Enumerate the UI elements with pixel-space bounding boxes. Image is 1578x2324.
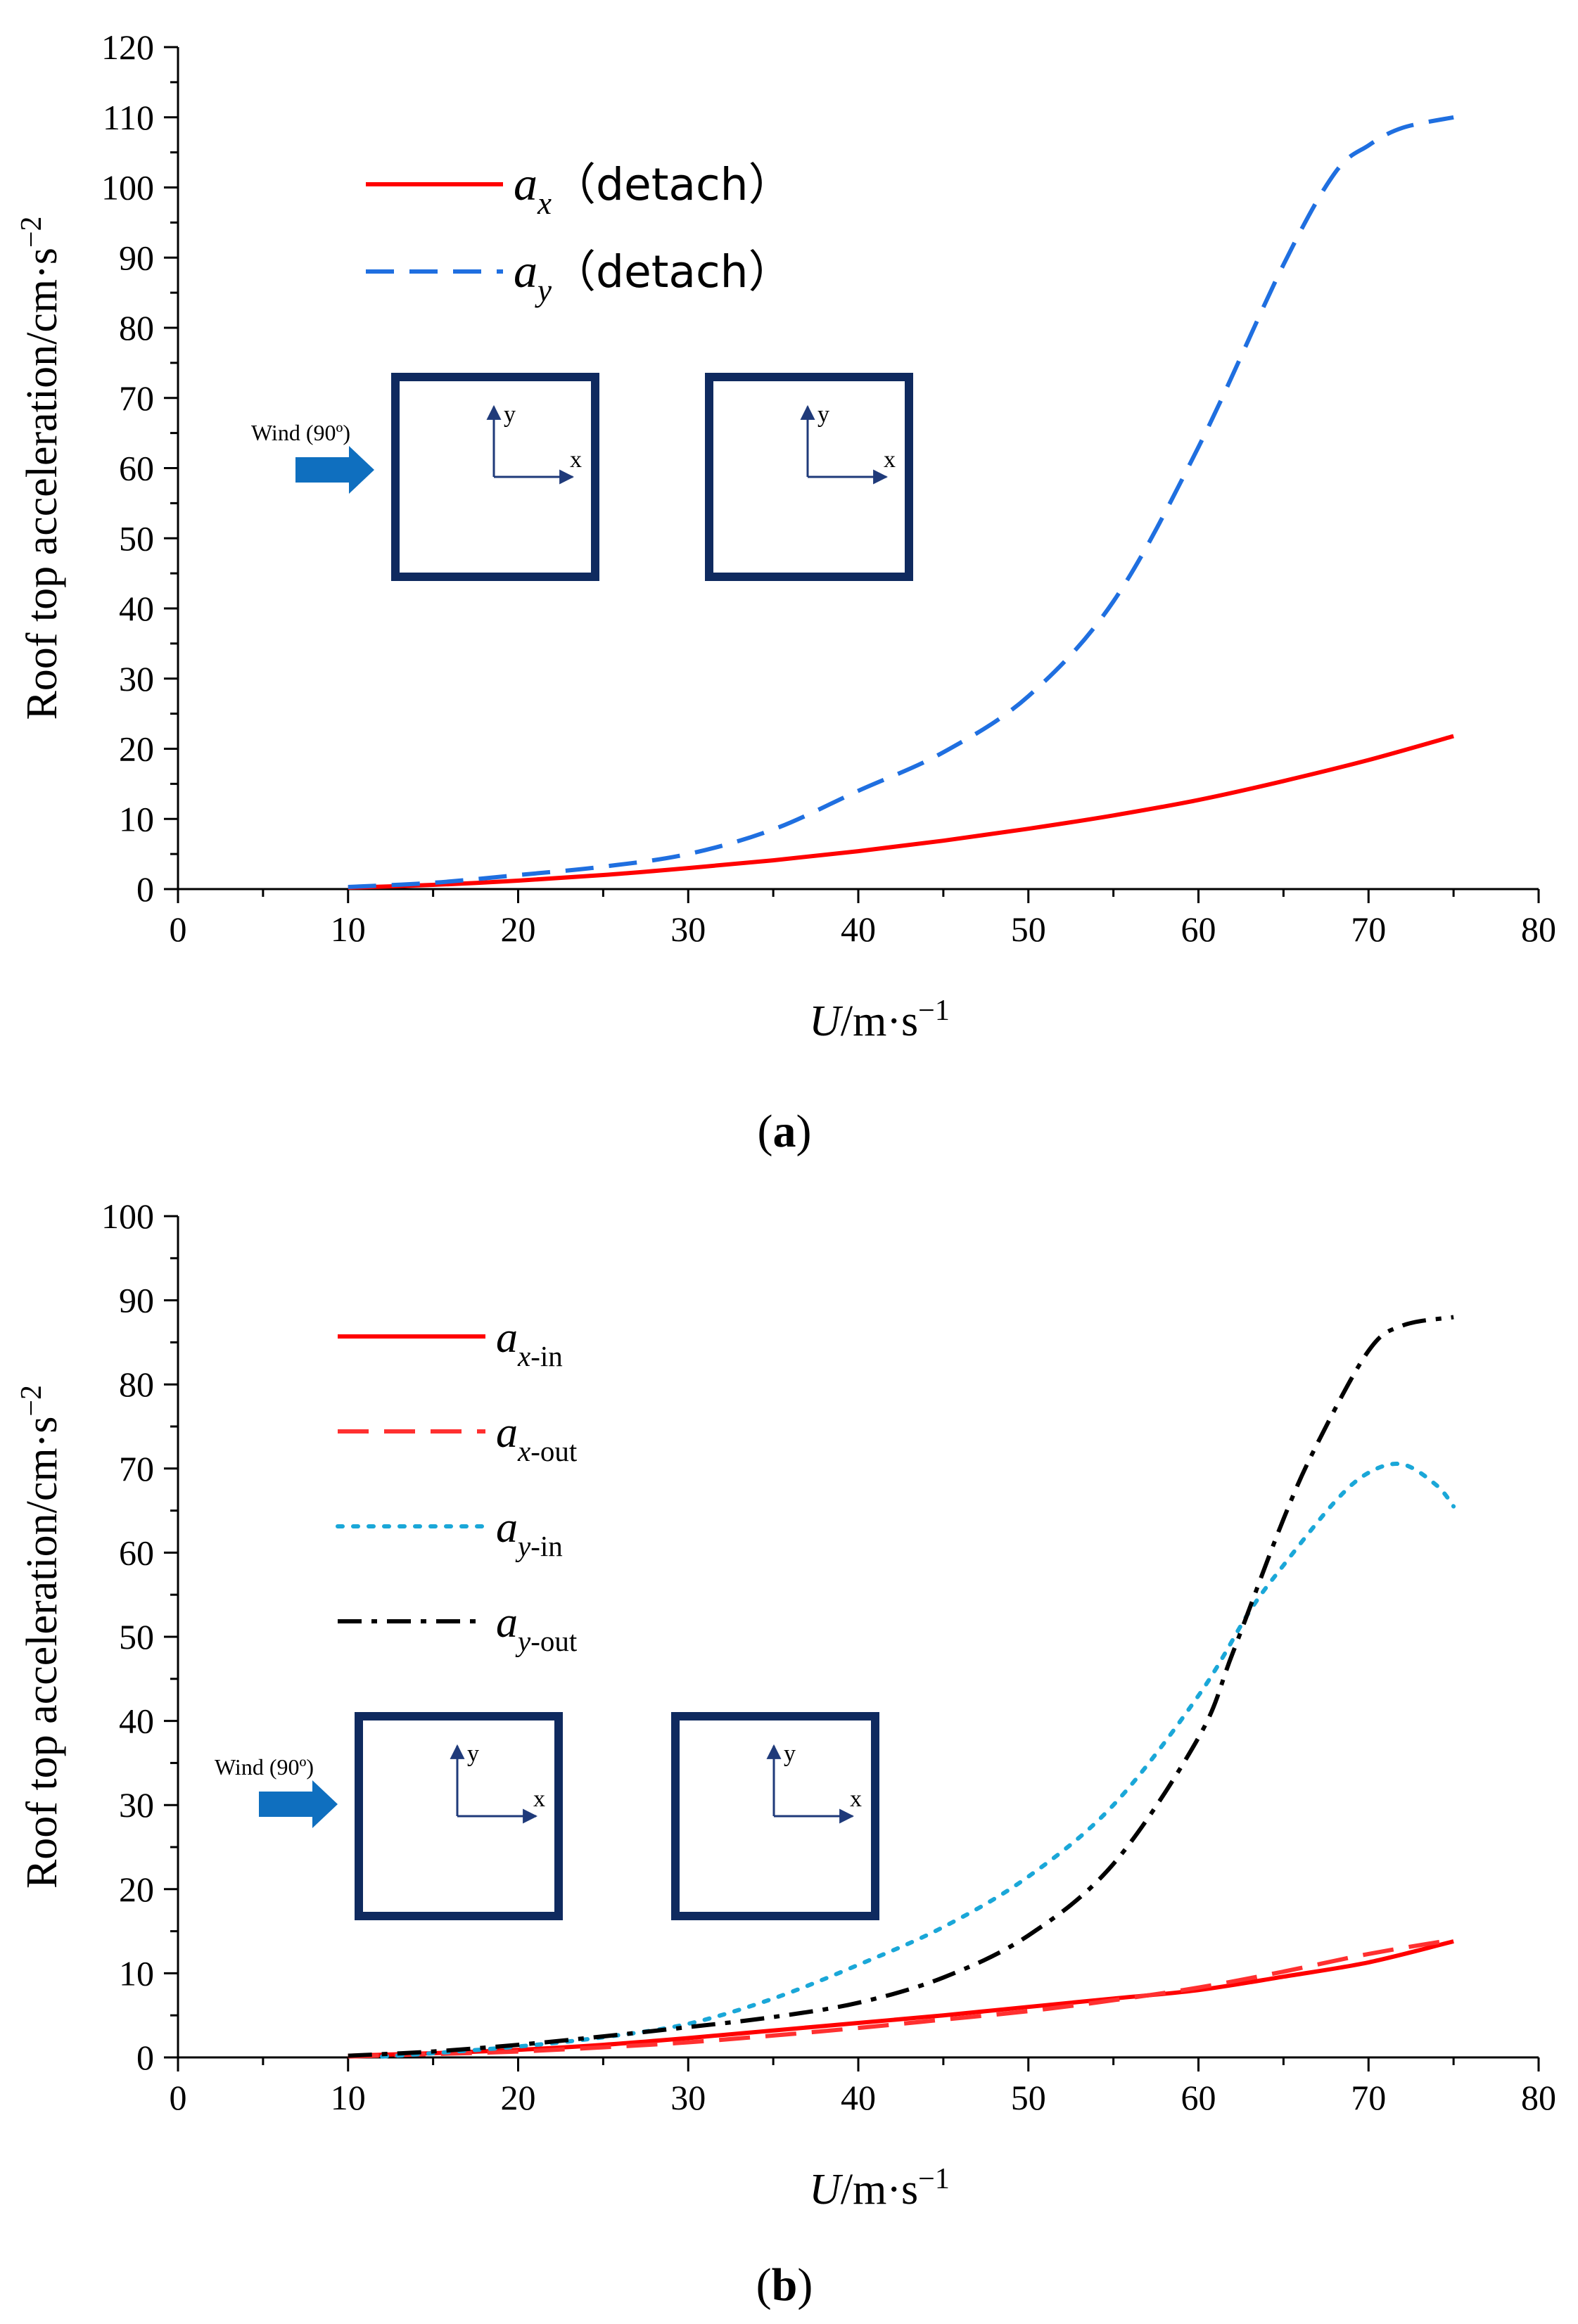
series-line-x-in bbox=[348, 1939, 1454, 2058]
y-tick-label: 70 bbox=[119, 1449, 154, 1488]
inset-axis-y-label: y bbox=[504, 402, 516, 428]
inset-axis-y-label: y bbox=[784, 1741, 796, 1767]
y-tick-label: 120 bbox=[101, 27, 154, 67]
y-tick-label: 60 bbox=[119, 449, 154, 488]
y-tick-label: 30 bbox=[119, 659, 154, 698]
inset-axis-y-label: y bbox=[467, 1741, 479, 1767]
legend-label: ax-in bbox=[496, 1314, 563, 1372]
legend-label: ay-out bbox=[496, 1599, 578, 1657]
x-axis-label: U/m·s−1 bbox=[809, 995, 950, 1045]
y-tick-label: 10 bbox=[119, 1953, 154, 1993]
series-line-y-out bbox=[348, 1315, 1454, 2058]
series-line-y-in bbox=[380, 1462, 1456, 2059]
inset-axis-x-label: x bbox=[533, 1786, 545, 1812]
x-axis-label: U/m·s−1 bbox=[809, 2163, 950, 2214]
inset-axis-x-label: x bbox=[884, 447, 896, 473]
y-tick-label: 30 bbox=[119, 1785, 154, 1825]
y-tick-label: 110 bbox=[103, 98, 154, 137]
x-tick-label: 30 bbox=[670, 909, 706, 949]
y-tick-label: 20 bbox=[119, 1870, 154, 1909]
y-tick-label: 80 bbox=[119, 308, 154, 347]
x-tick-label: 40 bbox=[841, 2078, 876, 2117]
y-tick-label: 40 bbox=[119, 589, 154, 628]
x-tick-label: 40 bbox=[841, 909, 876, 949]
y-tick-label: 50 bbox=[119, 518, 154, 558]
x-tick-label: 20 bbox=[501, 2078, 536, 2117]
y-tick-label: 70 bbox=[119, 378, 154, 418]
x-tick-label: 50 bbox=[1011, 2078, 1046, 2117]
y-tick-label: 60 bbox=[119, 1533, 154, 1572]
series-line-x-out bbox=[348, 1937, 1454, 2059]
y-axis-label: Roof top acceleration/cm·s−2 bbox=[15, 1385, 66, 1889]
x-tick-label: 0 bbox=[170, 909, 187, 949]
panel-caption: (b) bbox=[756, 2259, 813, 2311]
y-axis-label: Roof top acceleration/cm·s−2 bbox=[15, 216, 66, 720]
y-tick-label: 80 bbox=[119, 1365, 154, 1404]
y-tick-label: 0 bbox=[136, 2038, 154, 2077]
panel-caption: (a) bbox=[758, 1106, 812, 1157]
series-line-x bbox=[348, 734, 1454, 890]
x-tick-label: 60 bbox=[1181, 909, 1216, 949]
y-tick-label: 10 bbox=[119, 799, 154, 838]
y-tick-label: 100 bbox=[101, 168, 154, 208]
x-tick-label: 80 bbox=[1521, 2078, 1556, 2117]
x-tick-label: 80 bbox=[1521, 909, 1556, 949]
x-tick-label: 0 bbox=[170, 2078, 187, 2117]
wind-arrow-icon bbox=[259, 1780, 338, 1828]
wind-arrow-icon bbox=[295, 446, 374, 494]
y-tick-label: 50 bbox=[119, 1617, 154, 1656]
x-tick-label: 30 bbox=[670, 2078, 706, 2117]
x-tick-label: 70 bbox=[1351, 2078, 1386, 2117]
wind-label: Wind (90º) bbox=[251, 420, 350, 445]
x-tick-label: 10 bbox=[331, 2078, 366, 2117]
inset-axis-x-label: x bbox=[850, 1786, 862, 1812]
legend-label: ax-out bbox=[496, 1409, 578, 1467]
series-line-y bbox=[348, 115, 1454, 889]
x-tick-label: 10 bbox=[331, 909, 366, 949]
wind-label: Wind (90º) bbox=[215, 1754, 314, 1780]
legend-label: ay-in bbox=[496, 1504, 563, 1562]
legend-label: ax（detach） bbox=[514, 157, 793, 221]
y-tick-label: 40 bbox=[119, 1702, 154, 1741]
x-tick-label: 70 bbox=[1351, 909, 1386, 949]
x-tick-label: 60 bbox=[1181, 2078, 1216, 2117]
panel-b: 0 10 20 30 40 50 60 70 80 0 10 20 30 40 50 60 70 80 90 100 R… bbox=[15, 1196, 1556, 2311]
y-tick-label: 0 bbox=[136, 869, 154, 909]
y-tick-label: 100 bbox=[101, 1196, 154, 1236]
y-tick-label: 90 bbox=[119, 238, 154, 277]
inset-axis-x-label: x bbox=[570, 447, 582, 473]
y-tick-label: 90 bbox=[119, 1281, 154, 1320]
x-tick-label: 20 bbox=[501, 909, 536, 949]
x-tick-label: 50 bbox=[1011, 909, 1046, 949]
inset-axis-y-label: y bbox=[817, 402, 829, 428]
y-tick-label: 20 bbox=[119, 729, 154, 769]
legend-label: ay（detach） bbox=[514, 244, 793, 308]
panel-a: 0 10 20 30 40 50 60 70 80 0 10 20 30 40 50 60 70 80 90 100 1… bbox=[15, 27, 1556, 1157]
